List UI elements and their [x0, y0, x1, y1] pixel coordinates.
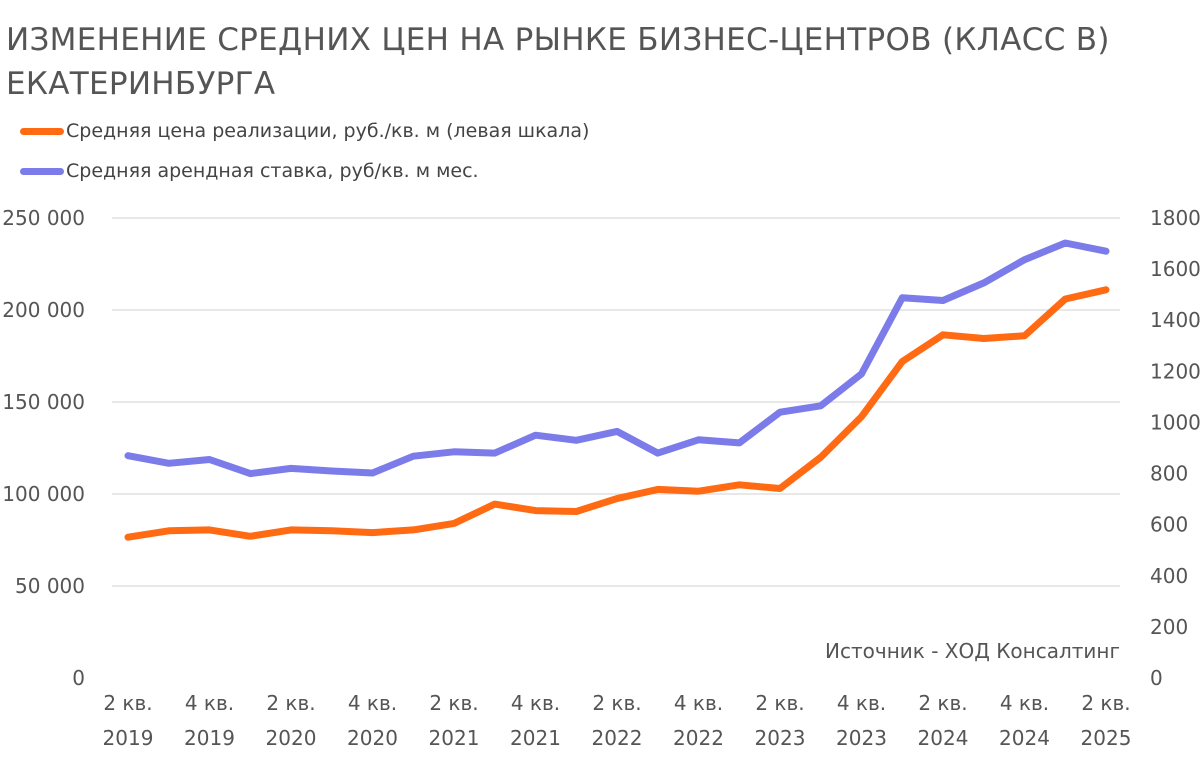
left-tick-label: 50 000 — [15, 574, 85, 598]
x-tick-label-quarter: 2 кв. — [918, 691, 967, 715]
legend-swatch-rent-rate — [20, 167, 64, 175]
x-tick-label-year: 2023 — [755, 726, 806, 750]
chart-title: ИЗМЕНЕНИЕ СРЕДНИХ ЦЕН НА РЫНКЕ БИЗНЕС-ЦЕ… — [6, 22, 1110, 102]
left-tick-label: 0 — [72, 666, 85, 690]
x-tick-label-year: 2019 — [184, 726, 235, 750]
x-tick-label-year: 2024 — [999, 726, 1050, 750]
x-tick-label-quarter: 4 кв. — [837, 691, 886, 715]
series-lines — [124, 239, 1110, 541]
legend-swatch-sale-price — [20, 127, 64, 135]
x-tick-label-year: 2019 — [103, 726, 154, 750]
left-tick-label: 250 000 — [2, 206, 85, 230]
left-tick-label: 200 000 — [2, 298, 85, 322]
right-tick-label: 800 — [1150, 462, 1188, 486]
x-tick-label-year: 2020 — [347, 726, 398, 750]
legend-label-sale-price: Средняя цена реализации, руб./кв. м (лев… — [66, 120, 590, 142]
right-tick-label: 600 — [1150, 513, 1188, 537]
x-tick-label-year: 2022 — [592, 726, 643, 750]
x-tick-label-quarter: 2 кв. — [429, 691, 478, 715]
source-note: Источник - ХОД Консалтинг — [825, 639, 1120, 663]
x-tick-label-quarter: 4 кв. — [511, 691, 560, 715]
right-tick-label: 0 — [1150, 666, 1163, 690]
x-tick-label-year: 2022 — [673, 726, 724, 750]
legend-label-rent-rate: Средняя арендная ставка, руб/кв. м мес. — [66, 160, 479, 182]
x-tick-label-year: 2020 — [266, 726, 317, 750]
right-axis-ticks: 0 200 400 600 800 1000 1200 1400 1600 1800 — [1150, 206, 1200, 690]
left-axis-ticks: 0 50 000 100 000 150 000 200 000 250 000 — [2, 206, 85, 690]
series-line-rent-rate — [124, 239, 1110, 478]
right-tick-label: 1600 — [1150, 257, 1200, 281]
x-tick-label-quarter: 4 кв. — [348, 691, 397, 715]
x-tick-label-quarter: 4 кв. — [185, 691, 234, 715]
right-tick-label: 400 — [1150, 564, 1188, 588]
x-tick-label-year: 2023 — [836, 726, 887, 750]
legend: Средняя цена реализации, руб./кв. м (лев… — [20, 116, 589, 196]
x-axis-ticks: 2 кв. 2019 4 кв. 2019 2 кв. 2020 4 кв. 2020 2 кв… — [103, 691, 1132, 750]
left-tick-label: 100 000 — [2, 482, 85, 506]
x-tick-label-quarter: 2 кв. — [103, 691, 152, 715]
x-tick-label-year: 2021 — [510, 726, 561, 750]
x-tick-label-quarter: 2 кв. — [1081, 691, 1130, 715]
left-tick-label: 150 000 — [2, 390, 85, 414]
x-tick-label-quarter: 2 кв. — [592, 691, 641, 715]
x-tick-label-year: 2025 — [1081, 726, 1132, 750]
x-tick-label-quarter: 4 кв. — [1000, 691, 1049, 715]
right-tick-label: 1200 — [1150, 359, 1200, 383]
series-line-sale-price — [124, 286, 1110, 541]
x-tick-label-year: 2024 — [918, 726, 969, 750]
right-tick-label: 200 — [1150, 615, 1188, 639]
x-tick-label-year: 2021 — [429, 726, 480, 750]
right-tick-label: 1400 — [1150, 308, 1200, 332]
legend-item-sale-price: Средняя цена реализации, руб./кв. м (лев… — [20, 116, 589, 146]
legend-item-rent-rate: Средняя арендная ставка, руб/кв. м мес. — [20, 156, 589, 186]
right-tick-label: 1800 — [1150, 206, 1200, 230]
x-tick-label-quarter: 2 кв. — [266, 691, 315, 715]
x-tick-label-quarter: 4 кв. — [674, 691, 723, 715]
right-tick-label: 1000 — [1150, 410, 1200, 434]
x-tick-label-quarter: 2 кв. — [755, 691, 804, 715]
gridlines — [112, 217, 1120, 587]
